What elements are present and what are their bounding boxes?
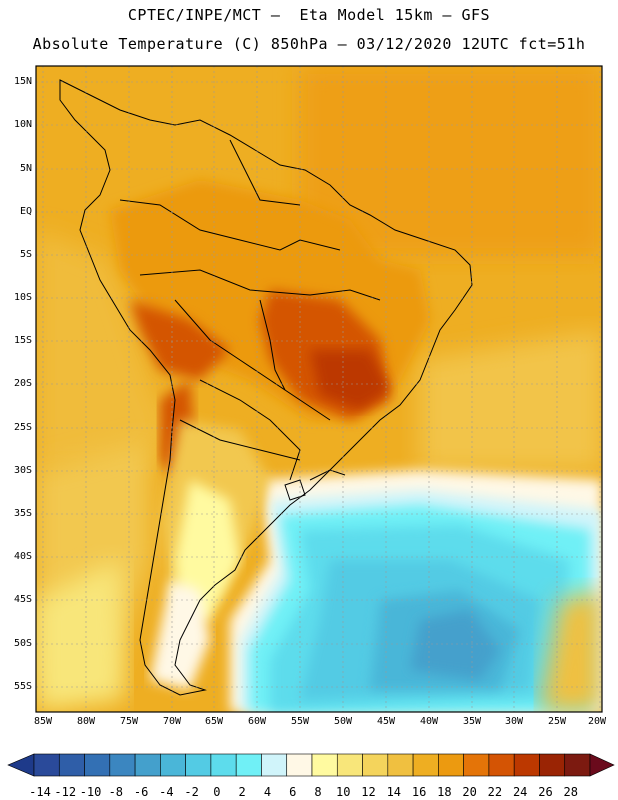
colorbar-swatch bbox=[160, 753, 186, 777]
lon-label: 50W bbox=[333, 716, 353, 727]
colorbar-swatch bbox=[362, 753, 389, 777]
lon-label: 65W bbox=[204, 716, 224, 727]
lat-label: EQ bbox=[19, 206, 32, 217]
colorbar-label: 18 bbox=[437, 785, 452, 799]
lat-label: 45S bbox=[13, 594, 32, 605]
colorbar-swatch bbox=[210, 753, 237, 777]
colorbar-swatch bbox=[286, 753, 313, 777]
lon-label: 75W bbox=[119, 716, 139, 727]
lat-label: 40S bbox=[13, 551, 32, 562]
colorbar-swatch bbox=[412, 753, 439, 777]
colorbar-label: 24 bbox=[512, 785, 528, 799]
map-title-line1: CPTEC/INPE/MCT – Eta Model 15km – GFS bbox=[127, 6, 491, 24]
colorbar-high-arrow bbox=[589, 753, 615, 777]
colorbar-label: 6 bbox=[289, 785, 297, 799]
lon-label: 20W bbox=[587, 716, 607, 727]
colorbar-label: -12 bbox=[54, 785, 77, 799]
lon-label: 70W bbox=[162, 716, 182, 727]
temperature-field bbox=[36, 66, 602, 712]
map-title-line2: Absolute Temperature (C) 850hPa – 03/12/… bbox=[32, 35, 586, 53]
colorbar-swatch bbox=[109, 753, 136, 777]
lon-label: 85W bbox=[33, 716, 53, 727]
colorbar-label: 4 bbox=[263, 785, 272, 799]
colorbar-label: 0 bbox=[213, 785, 221, 799]
colorbar-label: 20 bbox=[462, 785, 477, 799]
colorbar bbox=[7, 753, 615, 777]
colorbar-swatch bbox=[261, 753, 288, 777]
colorbar-swatch bbox=[185, 753, 212, 777]
lon-label: 60W bbox=[247, 716, 267, 727]
colorbar-swatch bbox=[564, 753, 591, 777]
colorbar-swatch bbox=[463, 753, 490, 777]
lat-label: 5S bbox=[19, 249, 32, 260]
graticule bbox=[36, 66, 602, 712]
colorbar-label: 28 bbox=[563, 785, 578, 799]
colorbar-swatch bbox=[513, 753, 540, 777]
lat-label: 5N bbox=[19, 163, 32, 174]
lon-label: 35W bbox=[462, 716, 482, 727]
colorbar-label: -10 bbox=[79, 785, 102, 799]
coastlines bbox=[59, 79, 473, 696]
lat-label: 35S bbox=[13, 508, 32, 519]
colorbar-label: -6 bbox=[133, 785, 149, 799]
colorbar-label: 8 bbox=[314, 785, 322, 799]
lat-label: 15S bbox=[13, 335, 32, 346]
lat-label: 50S bbox=[13, 638, 32, 649]
colorbar-label: 2 bbox=[238, 785, 246, 799]
colorbar-label: 16 bbox=[411, 785, 427, 799]
lat-label: 25S bbox=[13, 422, 32, 433]
lon-label: 55W bbox=[290, 716, 310, 727]
colorbar-swatch bbox=[539, 753, 566, 777]
colorbar-label: 10 bbox=[336, 785, 351, 799]
lon-label: 80W bbox=[76, 716, 96, 727]
colorbar-label: -4 bbox=[159, 785, 174, 799]
colorbar-swatch bbox=[438, 753, 464, 777]
lat-label: 20S bbox=[13, 378, 32, 389]
lat-label: 15N bbox=[13, 76, 32, 87]
colorbar-swatch bbox=[387, 753, 414, 777]
map-frame bbox=[35, 65, 603, 713]
lat-label: 30S bbox=[13, 465, 32, 476]
lat-label: 10N bbox=[13, 119, 32, 130]
colorbar-label: -2 bbox=[184, 785, 199, 799]
colorbar-label: -8 bbox=[108, 785, 124, 799]
lon-label: 45W bbox=[376, 716, 396, 727]
colorbar-swatch bbox=[311, 753, 338, 777]
colorbar-swatch bbox=[235, 753, 262, 777]
colorbar-swatch bbox=[134, 753, 161, 777]
lat-label: 10S bbox=[13, 292, 32, 303]
colorbar-label: -14 bbox=[29, 785, 51, 799]
colorbar-label: 22 bbox=[487, 785, 503, 799]
colorbar-label: 12 bbox=[361, 785, 376, 799]
colorbar-label: 26 bbox=[538, 785, 553, 799]
lon-label: 30W bbox=[504, 716, 524, 727]
colorbar-swatch bbox=[488, 753, 515, 777]
lat-label: 55S bbox=[13, 681, 32, 692]
colorbar-low-arrow bbox=[7, 753, 35, 777]
lon-label: 40W bbox=[419, 716, 439, 727]
colorbar-swatch bbox=[58, 753, 85, 777]
colorbar-swatch bbox=[84, 753, 111, 777]
colorbar-label: 14 bbox=[386, 785, 402, 799]
colorbar-swatch bbox=[33, 753, 60, 777]
colorbar-swatch bbox=[336, 753, 363, 777]
lon-label: 25W bbox=[547, 716, 567, 727]
